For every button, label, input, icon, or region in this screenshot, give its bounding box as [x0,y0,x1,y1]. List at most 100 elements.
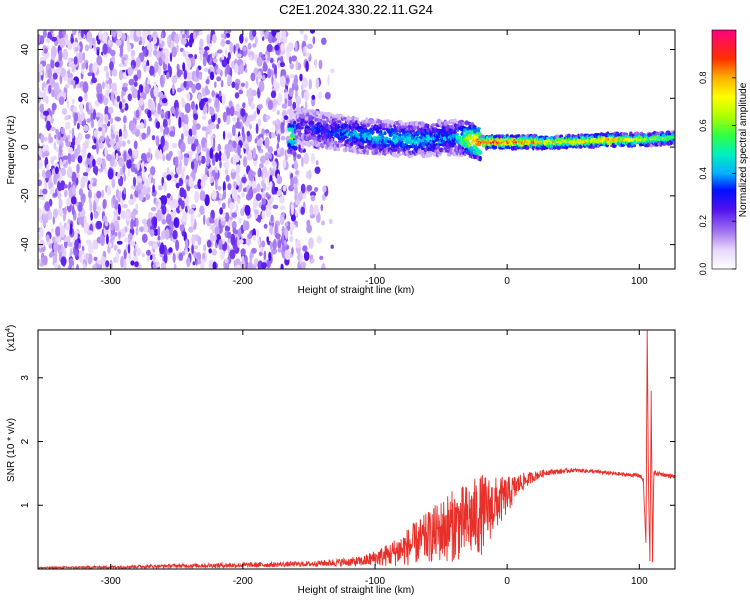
spectrogram-cell [83,124,89,132]
spectrogram-cell [131,88,138,99]
spectrogram-cell [102,126,106,134]
spectrogram-cell [192,261,196,266]
spectrogram-cell [104,221,109,227]
spectrogram-cell [123,249,127,260]
spectrogram-cell [244,205,251,216]
x-tick-label: 0 [504,576,510,587]
spectrogram-cell [193,113,199,121]
svg-text:(x104): (x104) [5,325,17,352]
spectrogram-cell [69,223,73,236]
spectrogram-cell [74,137,81,146]
spectrogram-cell [48,84,52,94]
spectrogram-cell [215,97,219,108]
spectrogram-cell [200,48,205,55]
spectrogram-cell [263,61,267,72]
spectrogram-cell [287,100,292,107]
spectrogram-cell [303,152,310,165]
spectrogram-cell [72,184,76,196]
spectrogram-cell [191,143,197,152]
spectrogram-cell [330,244,334,249]
spectrogram-cell [80,30,84,39]
spectrogram-cell [92,62,98,74]
spectrogram-cell [167,63,171,74]
spectrogram-cell [115,39,122,47]
spectrogram-cell [165,213,172,225]
spectrogram-cell [157,109,164,115]
spectrogram-cell [255,75,259,85]
spectrogram-cell [264,136,270,149]
spectrogram-cell [220,217,226,222]
spectrogram-cell [197,93,202,102]
spectrogram-cell [270,90,277,99]
spectrogram-cell [204,46,210,51]
spectrogram-cell [127,168,131,177]
spectrogram-cell [135,30,142,38]
spectrogram-cell [235,121,241,129]
spectrogram-cell [265,192,269,198]
spectrogram-cell [74,239,79,250]
spectrogram-cell [52,215,55,225]
spectrogram-cell [160,32,164,39]
spectrogram-cell [251,89,257,96]
spectrogram-cell [135,203,139,210]
spectrogram-cell [306,52,310,58]
spectrogram-cell [99,233,105,245]
spectrogram-ridge-cell [393,129,399,133]
spectrogram-cell [216,76,222,82]
spectrogram-cell [78,96,83,103]
snr-x-label: Height of straight line (km) [298,585,415,596]
spectrogram-cell [133,74,139,82]
spectrogram-cell [112,68,118,77]
spectrogram-cell [212,58,218,64]
spectrogram-cell [282,185,287,192]
spectrogram-cell [162,118,168,129]
spectrogram-cell [188,226,194,233]
spectrogram-cell [152,253,156,264]
spectrogram-ridge-cell [398,153,402,156]
spectrogram-cell [261,74,266,81]
spectrogram-cell [56,67,62,74]
snr-background [38,330,675,569]
spectrogram-cell [180,142,186,153]
spectrogram-cell [226,32,231,38]
spectrogram-ridge-cell [597,144,600,149]
spectrogram-cell [166,209,169,214]
spectrogram-cell [307,43,313,50]
spectrogram-cell [232,154,237,166]
spectrogram-cell [238,217,242,224]
spectrogram-cell [220,80,224,88]
spectrogram-cell [113,244,117,251]
spectrogram-cell [69,129,73,134]
spectrogram-cell [241,207,244,215]
spectrogram-cell [236,53,242,58]
spectrogram-cell [252,234,256,241]
spectrogram-cell [158,185,163,191]
spectrogram-cell [109,61,114,71]
spectrogram-cell [115,116,121,122]
spectrogram-cell [163,181,167,192]
spectrogram-cell [182,49,186,57]
spectrogram-cell [305,60,309,72]
spectrogram-cell [232,116,237,122]
spectrogram-cell [187,135,192,145]
spectrogram-cell [248,98,252,107]
spectrogram-cell [239,33,244,44]
spectrogram-cell [316,235,322,244]
spectrogram-cell [295,59,299,71]
spectrogram-cell [219,160,222,169]
spectrogram-cell [318,59,323,70]
snr-multiplier: (x104) [5,325,17,352]
spectrogram-cell [129,240,136,247]
spectrogram-cell [264,129,270,134]
spectrogram-cell [112,134,115,139]
spectrogram-cell [263,223,268,229]
spectrogram-cell [245,81,249,89]
spectrogram-cell [320,204,323,212]
spectrogram-cell [212,33,217,44]
spectrogram-cell [203,214,206,226]
spectrogram-cell [57,191,62,200]
spectrogram-cell [187,92,191,102]
spectrogram-cell [250,72,256,82]
spectrogram-cell [44,136,48,142]
spectrogram-cell [78,216,84,225]
